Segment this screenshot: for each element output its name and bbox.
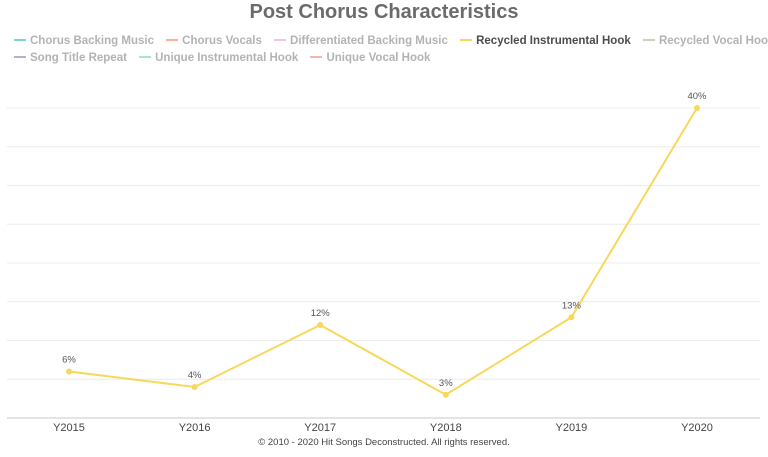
data-point[interactable] [191, 384, 198, 390]
legend-swatch [139, 55, 152, 58]
legend-label: Differentiated Backing Music [290, 35, 448, 47]
chart-title: Post Chorus Characteristics [249, 1, 519, 23]
legend-label: Chorus Vocals [182, 35, 262, 47]
data-point[interactable] [66, 368, 72, 375]
legend-row-1: Chorus Backing Music Chorus Vocals Diffe… [14, 33, 768, 50]
data-label: 40% [687, 91, 707, 102]
chart-gridlines [7, 107, 760, 419]
legend-item-chorus-vocals[interactable]: Chorus Vocals [166, 33, 262, 50]
data-label: 4% [188, 370, 202, 381]
x-axis: Y2015 Y2016 Y2017 Y2018 Y2019 Y2020 [53, 422, 713, 434]
legend-swatch [310, 55, 323, 58]
series-line [68, 107, 698, 396]
data-label: 6% [62, 355, 76, 366]
legend-label: Recycled Vocal Hook [658, 35, 768, 47]
data-point[interactable] [694, 105, 700, 111]
legend-item-song-title-repeat[interactable]: Song Title Repeat [14, 50, 127, 67]
data-point[interactable] [442, 391, 449, 398]
data-point[interactable] [317, 322, 324, 328]
legend-item-recycled-vocal-hook[interactable]: Recycled Vocal Hook [642, 33, 768, 50]
legend-label: Recycled Instrumental Hook [476, 35, 631, 47]
chart-legend: Chorus Backing Music Chorus Vocals Diffe… [14, 33, 768, 67]
x-tick-label: Y2019 [555, 422, 587, 434]
legend-row-2: Song Title Repeat Unique Instrumental Ho… [14, 50, 759, 67]
x-tick-label: Y2018 [430, 422, 462, 434]
legend-label: Unique Vocal Hook [326, 52, 431, 64]
data-label: 12% [311, 308, 331, 319]
legend-swatch [460, 38, 473, 41]
data-point[interactable] [568, 314, 575, 321]
legend-swatch [642, 38, 655, 41]
legend-label: Song Title Repeat [30, 52, 127, 64]
x-tick-label: Y2015 [53, 422, 85, 434]
x-tick-label: Y2017 [304, 422, 336, 434]
x-tick-label: Y2016 [179, 422, 211, 434]
legend-item-recycled-instrumental-hook[interactable]: Recycled Instrumental Hook [460, 33, 631, 50]
legend-label: Chorus Backing Music [30, 35, 154, 47]
x-tick-label: Y2020 [681, 422, 713, 434]
legend-item-unique-vocal-hook[interactable]: Unique Vocal Hook [310, 50, 430, 67]
legend-item-chorus-backing-music[interactable]: Chorus Backing Music [14, 33, 154, 50]
chart-series: 6% 4% 12% 3% 13% 40% [62, 91, 707, 398]
legend-swatch [14, 55, 26, 58]
legend-item-unique-instrumental-hook[interactable]: Unique Instrumental Hook [139, 50, 298, 67]
legend-swatch [14, 38, 26, 41]
data-label: 13% [562, 300, 582, 311]
legend-swatch [166, 38, 179, 41]
legend-item-differentiated-backing-music[interactable]: Differentiated Backing Music [274, 33, 448, 50]
copyright-footer: © 2010 - 2020 Hit Songs Deconstructed. A… [258, 437, 510, 448]
data-label: 3% [439, 378, 453, 389]
legend-label: Unique Instrumental Hook [155, 52, 299, 64]
legend-swatch [274, 38, 287, 41]
